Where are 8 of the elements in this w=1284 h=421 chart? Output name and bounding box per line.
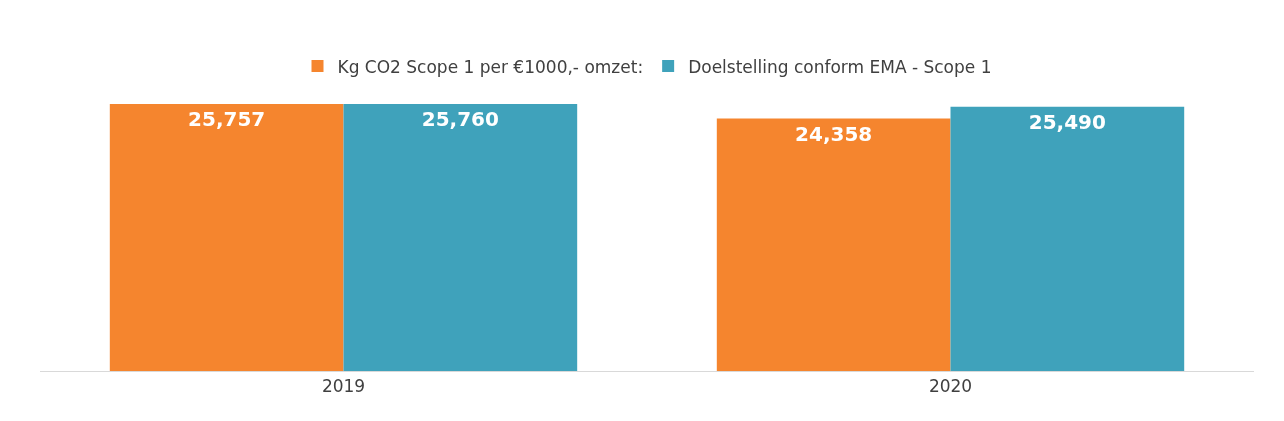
data-label: 25,760 (421, 107, 499, 132)
legend-label: Kg CO2 Scope 1 per €1000,- omzet: (337, 56, 644, 77)
data-label: 24,358 (795, 121, 873, 146)
x-tick-label: 2020 (928, 376, 973, 397)
data-label: 25,757 (188, 107, 266, 132)
legend-label: Doelstelling conform EMA - Scope 1 (688, 56, 992, 77)
x-tick-label: 2019 (321, 376, 366, 397)
data-label: 25,490 (1028, 109, 1106, 134)
